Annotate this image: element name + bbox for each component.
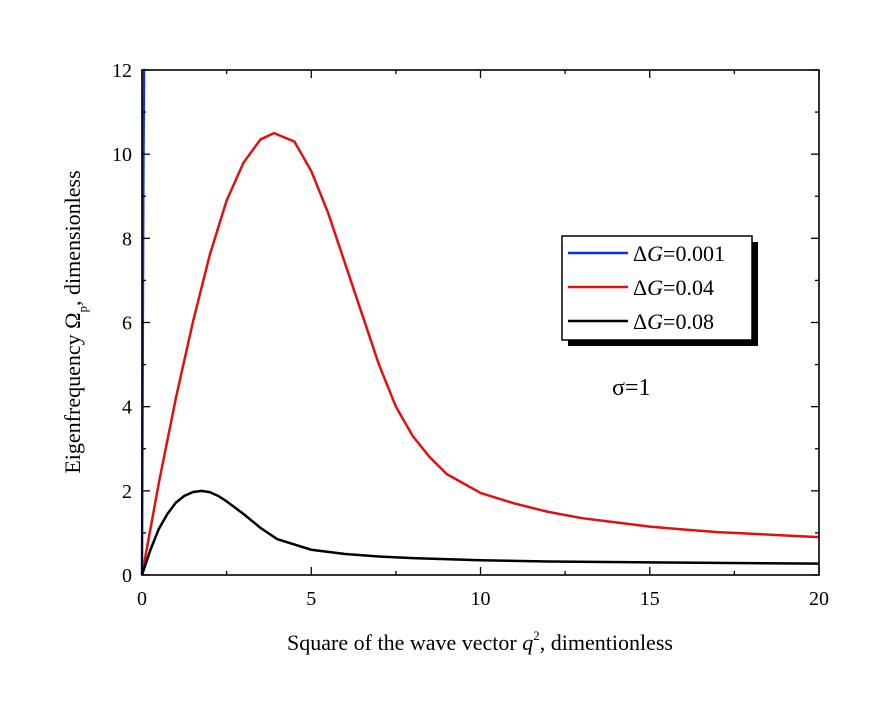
y-axis-title-text: Eigenfrequency Ωp, dimensionless	[60, 170, 90, 473]
sigma-annotation: σ=1	[612, 375, 650, 401]
x-tick-label-0: 0	[137, 588, 147, 610]
legend-label-dg-0001: ΔG=0.001	[633, 241, 725, 266]
x-axis-title-text: Square of the wave vector q2, dimentionl…	[287, 628, 673, 655]
legend-label-dg-008: ΔG=0.08	[633, 309, 714, 334]
y-tick-label-6: 6	[122, 313, 132, 335]
series-line-2	[140, 131, 820, 576]
y-tick-label-8: 8	[122, 228, 132, 250]
y-tick-label-12: 12	[112, 60, 132, 82]
y-tick-label-4: 4	[122, 397, 132, 419]
x-axis-title: Square of the wave vector q2, dimentionl…	[287, 628, 673, 655]
axis-ticks: 0 5 10 15 20 0 2 4 6 8 10 12	[112, 60, 829, 610]
legend: ΔG=0.001 ΔG=0.04 ΔG=0.08	[561, 235, 758, 346]
series-line-3	[140, 489, 820, 576]
y-tick-label-2: 2	[122, 481, 132, 503]
x-tick-label-15: 15	[640, 588, 660, 610]
x-tick-label-10: 10	[471, 588, 491, 610]
x-tick-label-5: 5	[306, 588, 316, 610]
y-tick-label-10: 10	[112, 144, 132, 166]
legend-label-dg-004: ΔG=0.04	[633, 275, 714, 300]
x-tick-label-20: 20	[809, 588, 829, 610]
y-tick-label-0: 0	[122, 565, 132, 587]
y-axis-title: Eigenfrequency Ωp, dimensionless	[60, 170, 90, 473]
